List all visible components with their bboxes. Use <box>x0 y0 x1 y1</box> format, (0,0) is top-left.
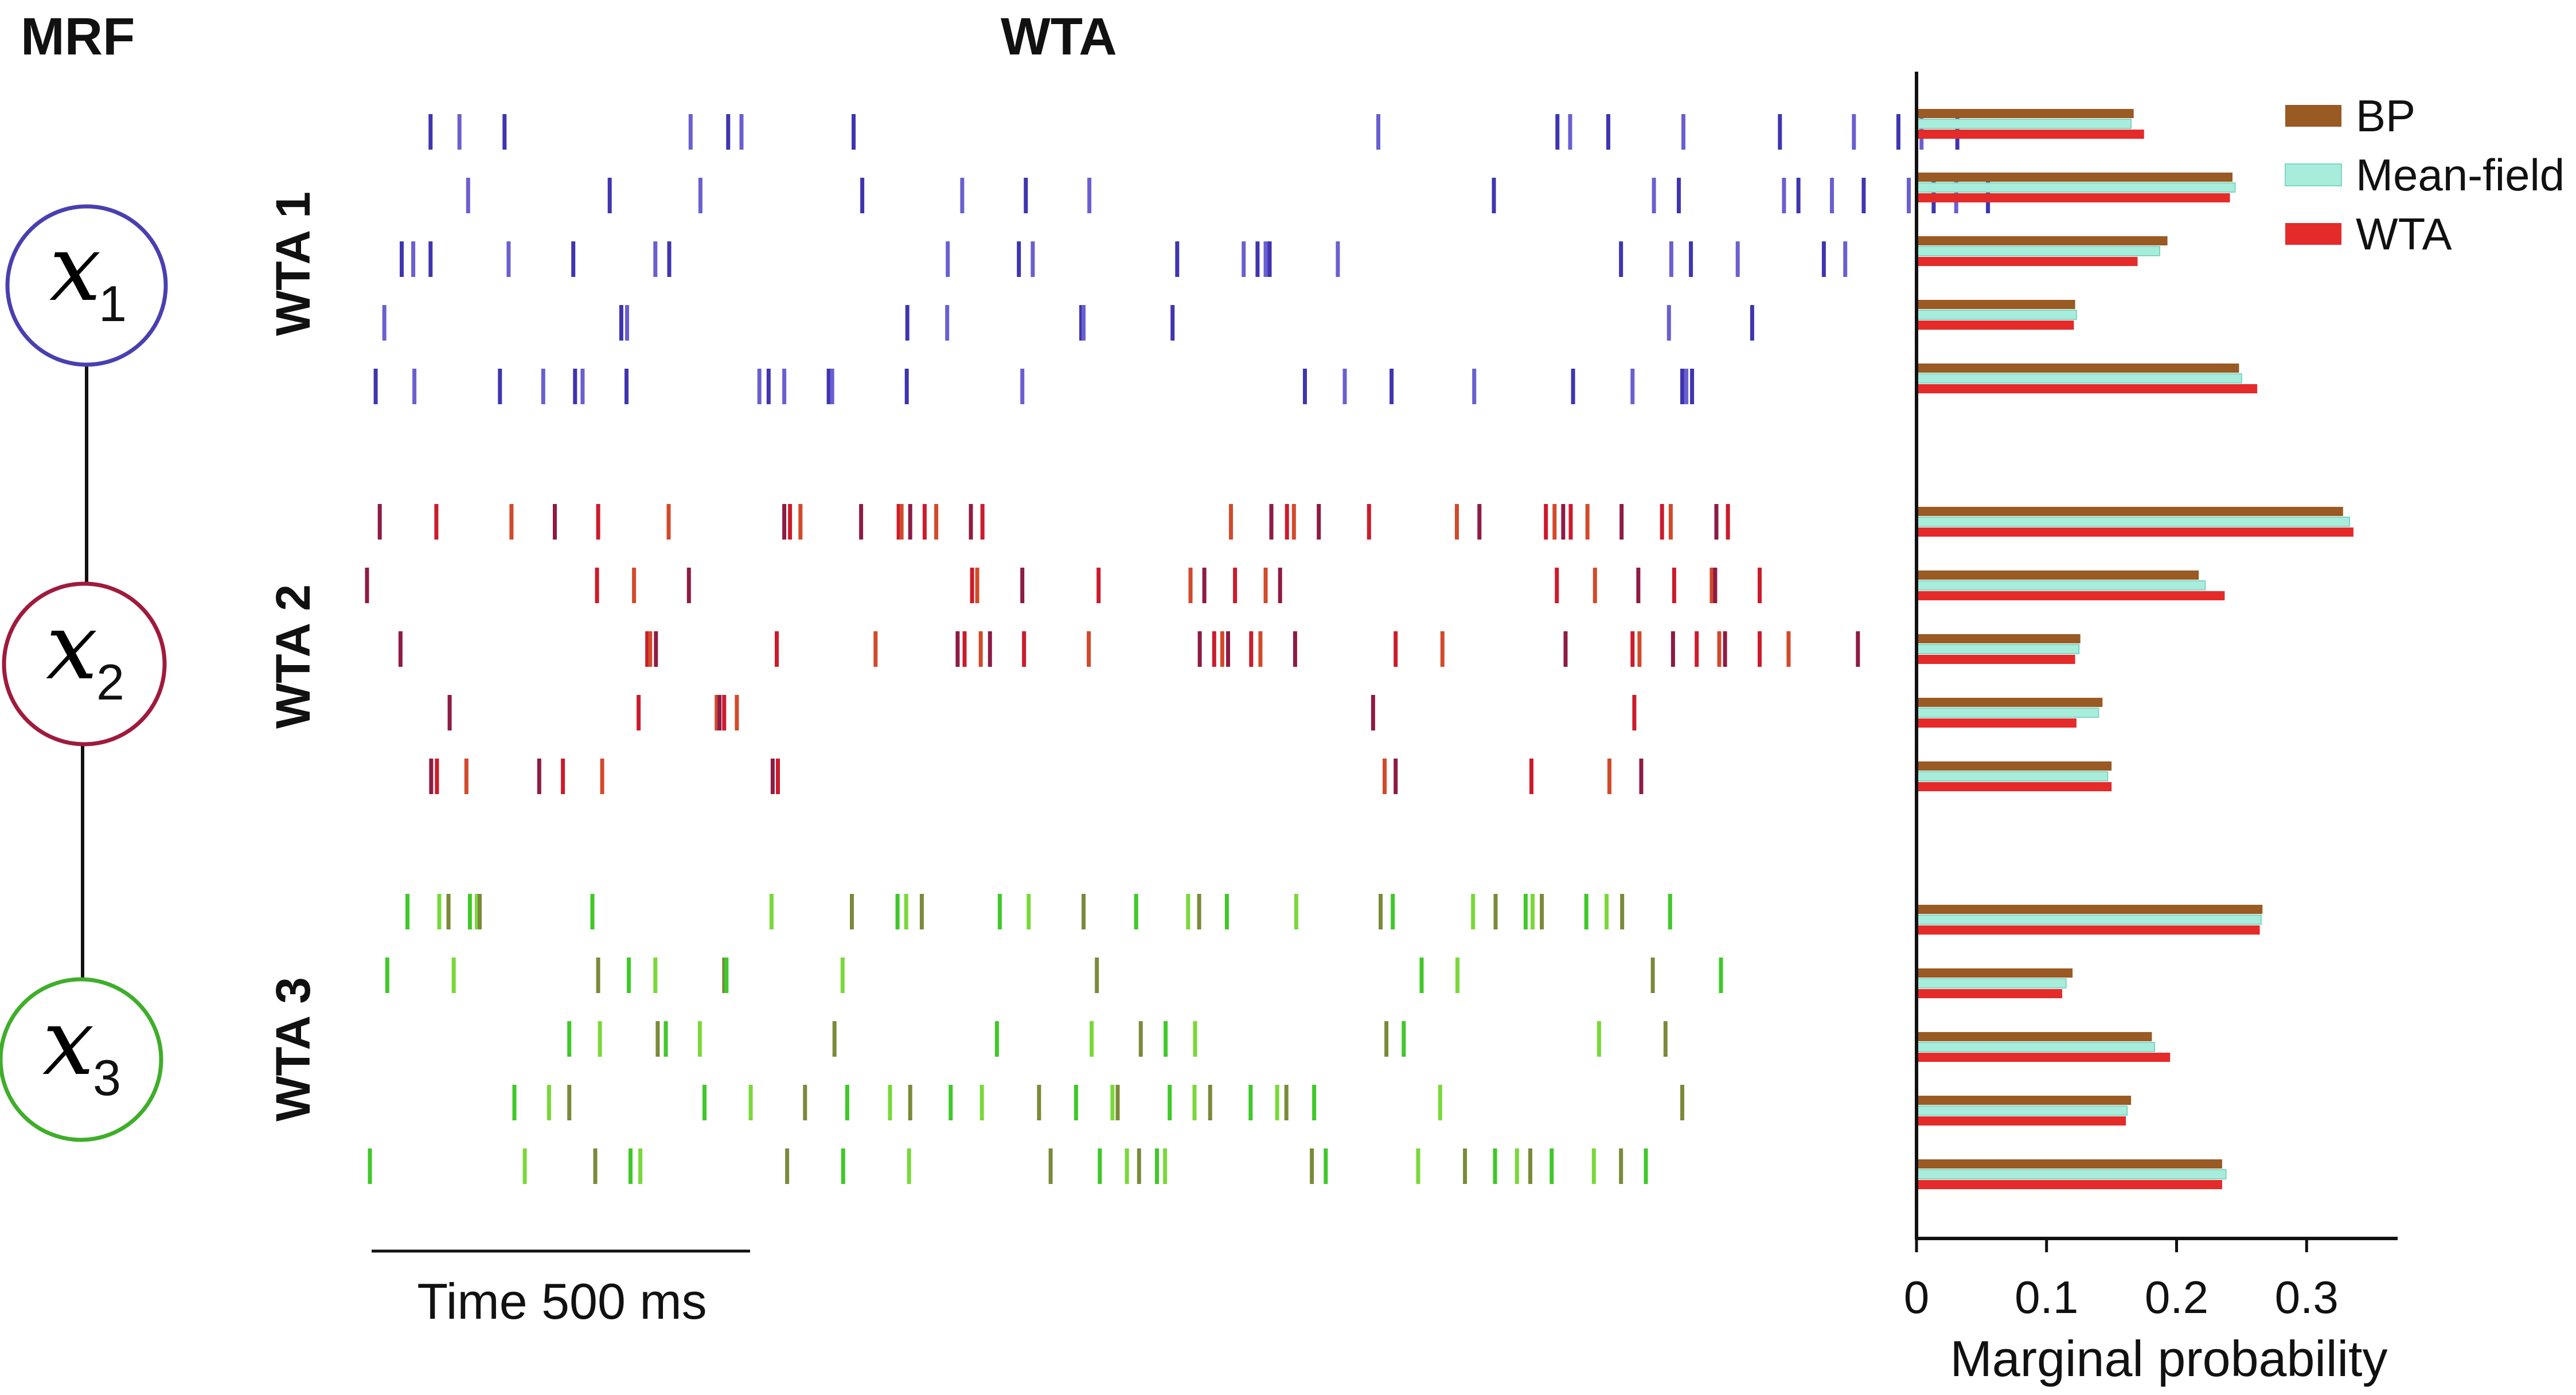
x-axis-label: Marginal probability <box>1950 1330 2387 1387</box>
bar-wta <box>1917 591 2225 600</box>
mrf-node-2: x 2 <box>2 581 167 747</box>
bar-wta <box>1917 1116 2126 1126</box>
bar-mean-field <box>1916 915 2262 925</box>
bar-mean-field <box>1916 1042 2155 1052</box>
bar-bp <box>1917 173 2232 182</box>
bar-wta <box>1917 1053 2171 1062</box>
bar-mean-field <box>1916 1105 2128 1116</box>
mrf-node-3-sub: 3 <box>93 1049 121 1106</box>
mrf-node-3: x 3 <box>0 977 163 1142</box>
legend: BP Mean-field WTA <box>2285 91 2565 259</box>
bar-mean-field <box>1916 373 2242 384</box>
wta-header: WTA <box>1001 7 1117 66</box>
wta-label-3: WTA 3 <box>266 977 320 1122</box>
x-tick-label: 0 <box>1904 1272 1930 1323</box>
bar-bp <box>1917 570 2199 580</box>
bar-mean-field <box>1916 246 2160 256</box>
marginal-probability-chart: 0 0.1 0.2 0.3 Marginal probability BP Mean-f… <box>1904 72 2565 1387</box>
mrf-node-1-var: x <box>49 214 101 322</box>
time-scale-label: Time 500 ms <box>417 1273 707 1330</box>
bar-bp <box>1917 507 2343 516</box>
bar-wta <box>1917 130 2144 139</box>
bar-mean-field <box>1916 580 2206 591</box>
bar-bp <box>1917 1032 2152 1041</box>
bar-mean-field <box>1916 182 2236 193</box>
legend-label: WTA <box>2356 209 2452 259</box>
bar-bp <box>1917 109 2134 118</box>
bar-wta <box>1917 655 2075 664</box>
x-tick-label: 0.3 <box>2275 1272 2339 1323</box>
x-tick-label: 0.1 <box>2015 1272 2078 1323</box>
bar-bp <box>1917 698 2103 707</box>
bar-bp <box>1917 1159 2222 1169</box>
bars <box>1916 109 2353 1189</box>
mrf-node-2-sub: 2 <box>96 654 124 710</box>
legend-label: Mean-field <box>2356 150 2565 200</box>
mrf-node-2-var: x <box>46 593 97 700</box>
bar-wta <box>1917 321 2074 330</box>
bar-mean-field <box>1916 1169 2227 1179</box>
bar-bp <box>1917 634 2081 643</box>
bar-bp <box>1917 968 2073 978</box>
mrf-node-1: x 1 <box>5 204 168 367</box>
bar-wta <box>1917 989 2062 998</box>
bar-bp <box>1917 761 2112 771</box>
bar-mean-field <box>1916 517 2351 527</box>
bar-bp <box>1917 236 2168 245</box>
bar-wta <box>1917 384 2258 393</box>
bar-mean-field <box>1916 310 2077 320</box>
wta-label-2: WTA 2 <box>266 584 320 729</box>
mrf-node-1-sub: 1 <box>99 275 127 332</box>
legend-label: BP <box>2356 91 2415 141</box>
wta-label-1: WTA 1 <box>266 192 320 336</box>
x-ticks: 0 0.1 0.2 0.3 <box>1904 1238 2339 1323</box>
bar-wta <box>1917 257 2138 266</box>
bar-wta <box>1917 782 2112 791</box>
x-tick-label: 0.2 <box>2145 1272 2208 1323</box>
bar-bp <box>1917 300 2075 309</box>
bar-wta <box>1917 718 2077 728</box>
bar-bp <box>1917 1096 2132 1105</box>
mrf-node-3-var: x <box>42 988 94 1096</box>
legend-swatch <box>2285 163 2342 186</box>
bar-mean-field <box>1916 771 2109 781</box>
legend-swatch <box>2285 105 2341 127</box>
bar-wta <box>1917 193 2230 202</box>
legend-swatch <box>2285 223 2341 245</box>
spike-raster <box>365 114 1990 1184</box>
bar-mean-field <box>1916 119 2132 129</box>
mrf-header: MRF <box>21 7 135 66</box>
bar-wta <box>1917 925 2260 935</box>
bar-bp <box>1917 364 2239 373</box>
bar-mean-field <box>1916 708 2099 718</box>
bar-mean-field <box>1916 978 2067 988</box>
bar-wta <box>1917 1180 2222 1189</box>
bar-wta <box>1917 527 2353 537</box>
bar-mean-field <box>1916 644 2080 654</box>
mrf-graph: x 1 x 2 x 3 <box>0 204 168 1142</box>
bar-bp <box>1917 905 2263 914</box>
